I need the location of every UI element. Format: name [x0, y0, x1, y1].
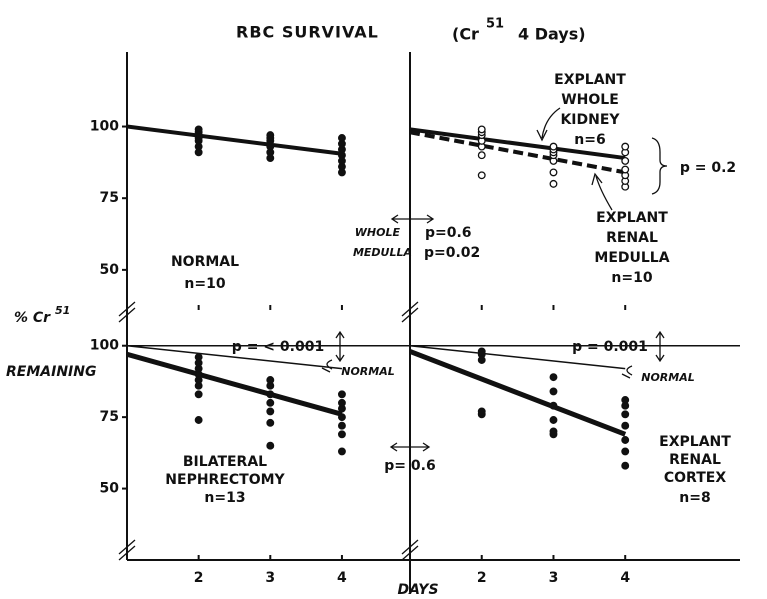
panel-label: n=13	[204, 490, 245, 506]
panel-label: EXPLANT	[596, 210, 668, 226]
title: 51	[486, 17, 504, 32]
data-point	[621, 165, 630, 174]
data-point	[477, 171, 486, 180]
y-tick-label: 100	[90, 338, 119, 354]
data-point	[549, 179, 558, 188]
fit-line	[126, 351, 343, 417]
data-point	[337, 413, 346, 422]
data-point	[477, 151, 486, 160]
data-point	[266, 441, 275, 450]
x-tick-label: 4	[620, 570, 630, 586]
data-point	[621, 142, 630, 151]
data-point	[621, 447, 630, 456]
data-point	[266, 418, 275, 427]
annotation: NORMAL	[341, 365, 395, 378]
panel-label: EXPLANT	[554, 72, 626, 88]
panel-label: MEDULLA	[594, 250, 669, 266]
data-point	[337, 430, 346, 439]
data-point	[266, 398, 275, 407]
panel-label: NORMAL	[171, 254, 239, 270]
panel-label: KIDNEY	[560, 112, 620, 128]
panel-label: n=10	[611, 270, 652, 286]
y-axis-label: REMAINING	[6, 364, 96, 380]
fit-line	[126, 344, 343, 370]
annotation: NORMAL	[641, 371, 695, 384]
data-point	[549, 416, 558, 424]
fit-line	[409, 130, 626, 175]
annotation: p= 0.6	[384, 458, 435, 474]
fit-line	[409, 344, 626, 370]
data-point	[337, 421, 346, 430]
data-point	[549, 427, 558, 436]
panel-label: CORTEX	[664, 470, 726, 486]
data-point	[477, 347, 486, 356]
fit-line	[126, 124, 343, 156]
title: 4 Days)	[518, 25, 586, 44]
data-point	[477, 125, 486, 134]
panel-label: NEPHRECTOMY	[165, 472, 285, 488]
annotation: WHOLE	[355, 226, 401, 239]
data-point	[266, 376, 275, 384]
data-point	[337, 398, 346, 407]
panel-label: n=10	[184, 276, 225, 292]
annotation: p = 0.001	[572, 339, 648, 355]
x-tick-label: 2	[477, 570, 487, 586]
x-axis-label: DAYS	[397, 582, 438, 598]
data-point	[621, 461, 630, 470]
data-point	[549, 168, 558, 177]
annotation: p=0.02	[424, 245, 480, 261]
y-tick-label: 50	[100, 481, 120, 497]
x-tick-label: 2	[194, 570, 204, 586]
data-point	[621, 396, 630, 404]
data-point	[621, 436, 630, 444]
data-point	[621, 421, 630, 430]
panel-label: WHOLE	[561, 92, 619, 108]
data-point	[266, 390, 275, 399]
x-tick-label: 4	[337, 570, 347, 586]
annotation: p=0.6	[425, 225, 472, 241]
data-point	[549, 373, 558, 382]
panel-label: n=6	[574, 132, 605, 148]
data-point	[337, 134, 346, 142]
title: RBC SURVIVAL	[236, 23, 379, 42]
title: (Cr	[452, 25, 479, 44]
data-point	[549, 142, 558, 151]
data-point	[549, 387, 558, 396]
x-tick-label: 3	[265, 570, 275, 586]
data-point	[337, 447, 346, 456]
panel-label: RENAL	[669, 452, 721, 468]
y-tick-label: 75	[100, 409, 119, 425]
annotation: p = 0.2	[680, 160, 736, 176]
data-point	[621, 410, 630, 419]
data-point	[477, 407, 486, 416]
frame	[118, 52, 740, 592]
fit-line	[409, 127, 626, 161]
fit-line	[409, 349, 627, 437]
data-point	[549, 401, 558, 410]
data-point	[621, 156, 630, 165]
panel-label: BILATERAL	[183, 454, 267, 470]
data-point	[194, 390, 203, 399]
data-point	[337, 390, 346, 399]
panel-label: n=8	[679, 490, 710, 506]
data-point	[266, 131, 275, 140]
y-axis-label: % Cr	[14, 310, 51, 326]
panel-label: RENAL	[606, 230, 658, 246]
data-point	[194, 125, 203, 134]
data-point	[194, 416, 203, 424]
y-tick-label: 50	[100, 262, 120, 278]
data-point	[194, 353, 203, 362]
annotation: p = < 0.001	[232, 339, 324, 355]
annotation: MEDULLA	[353, 246, 412, 259]
panel-label: EXPLANT	[659, 434, 731, 450]
y-tick-label: 75	[100, 190, 119, 206]
data-point	[266, 407, 275, 416]
y-axis-label: 51	[55, 304, 70, 317]
y-tick-label: 100	[90, 119, 119, 135]
x-tick-label: 3	[549, 570, 559, 586]
